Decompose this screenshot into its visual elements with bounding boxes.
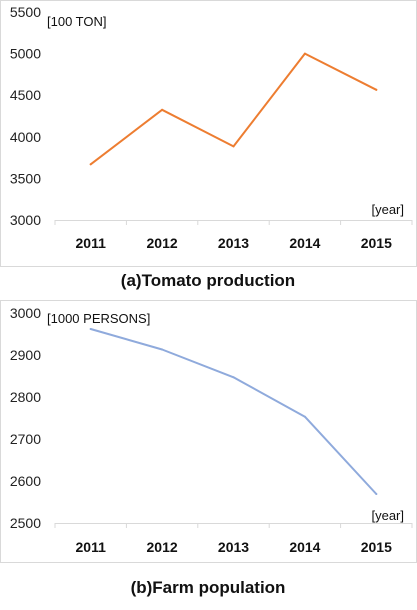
farm-x-axis-label: [year] <box>371 508 404 523</box>
tomato-y-tick-label: 3500 <box>10 170 41 186</box>
tomato-data-point <box>161 108 164 111</box>
tomato-data-point <box>375 88 378 91</box>
farm-data-point <box>375 493 378 496</box>
farm-population-chart: 2500 2600 2700 2800 2900 3000 2011 2012 2013 2014… <box>0 300 417 597</box>
farm-x-tick-label: 2013 <box>218 539 249 555</box>
tomato-x-axis-label: [year] <box>371 202 404 217</box>
farm-y-tick-label: 2500 <box>10 515 41 531</box>
farm-data-point <box>161 348 164 351</box>
farm-data-point <box>232 376 235 379</box>
farm-data-point <box>303 415 306 418</box>
tomato-x-tick-label: 2012 <box>147 235 178 251</box>
farm-x-tick-label: 2014 <box>289 539 320 555</box>
farm-y-tick-label: 2900 <box>10 347 41 363</box>
tomato-production-chart: 3000 3500 4000 4500 5000 5500 2011 2012 2013 2014… <box>0 0 417 290</box>
tomato-chart-caption: (a)Tomato production <box>121 271 295 290</box>
farm-data-point <box>89 327 92 330</box>
farm-x-tick-label: 2015 <box>361 539 392 555</box>
farm-y-tick-label: 2800 <box>10 389 41 405</box>
tomato-x-tick-label: 2014 <box>289 235 320 251</box>
farm-x-tick-label: 2012 <box>147 539 178 555</box>
tomato-series-line <box>89 52 378 166</box>
farm-chart-caption: (b)Farm population <box>131 578 286 597</box>
farm-y-tick-label: 3000 <box>10 305 41 321</box>
tomato-data-point <box>89 163 92 166</box>
farm-y-tick-label: 2600 <box>10 473 41 489</box>
tomato-unit-label: [100 TON] <box>47 14 107 29</box>
tomato-x-tick-label: 2011 <box>76 235 107 251</box>
tomato-y-tick-label: 5000 <box>10 46 41 62</box>
farm-x-tick-label: 2011 <box>76 539 107 555</box>
farm-series-line <box>89 328 378 495</box>
tomato-y-tick-label: 3000 <box>10 212 41 228</box>
tomato-production-chart-panel: 3000 3500 4000 4500 5000 5500 2011 2012 2013 2014… <box>0 0 417 300</box>
tomato-data-point <box>303 52 306 55</box>
farm-y-tick-label: 2700 <box>10 431 41 447</box>
tomato-x-tick-label: 2013 <box>218 235 249 251</box>
tomato-y-tick-label: 4500 <box>10 87 41 103</box>
tomato-x-tick-label: 2015 <box>361 235 392 251</box>
farm-population-chart-panel: 2500 2600 2700 2800 2900 3000 2011 2012 2013 2014… <box>0 300 417 610</box>
farm-unit-label: [1000 PERSONS] <box>47 311 150 326</box>
tomato-data-point <box>232 145 235 148</box>
tomato-y-tick-label: 4000 <box>10 129 41 145</box>
tomato-y-tick-label: 5500 <box>10 4 41 20</box>
